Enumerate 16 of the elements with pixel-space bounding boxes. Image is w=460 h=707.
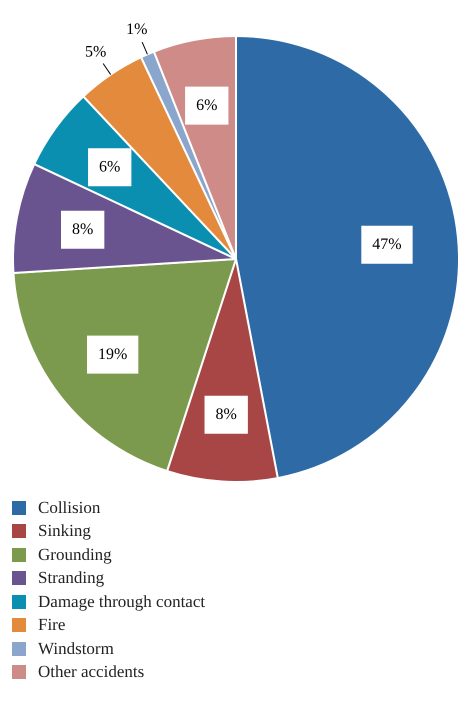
legend-label: Windstorm (38, 638, 114, 659)
data-label: 5% (84, 44, 106, 61)
data-label: 6% (99, 158, 120, 176)
data-label: 1% (126, 20, 148, 38)
legend-label: Sinking (38, 521, 91, 542)
data-label: 8% (72, 220, 94, 238)
legend-label: Stranding (38, 568, 104, 588)
legend-label: Damage through contact (38, 592, 206, 612)
data-label: 19% (98, 346, 128, 363)
legend-label: Other accidents (38, 662, 144, 682)
legend-label: Fire (38, 615, 66, 636)
legend-label: Grounding (38, 544, 112, 565)
data-label: 8% (216, 406, 237, 423)
data-label: 47% (372, 236, 402, 253)
data-label: 6% (196, 96, 218, 114)
legend-label: Collision (38, 498, 100, 518)
